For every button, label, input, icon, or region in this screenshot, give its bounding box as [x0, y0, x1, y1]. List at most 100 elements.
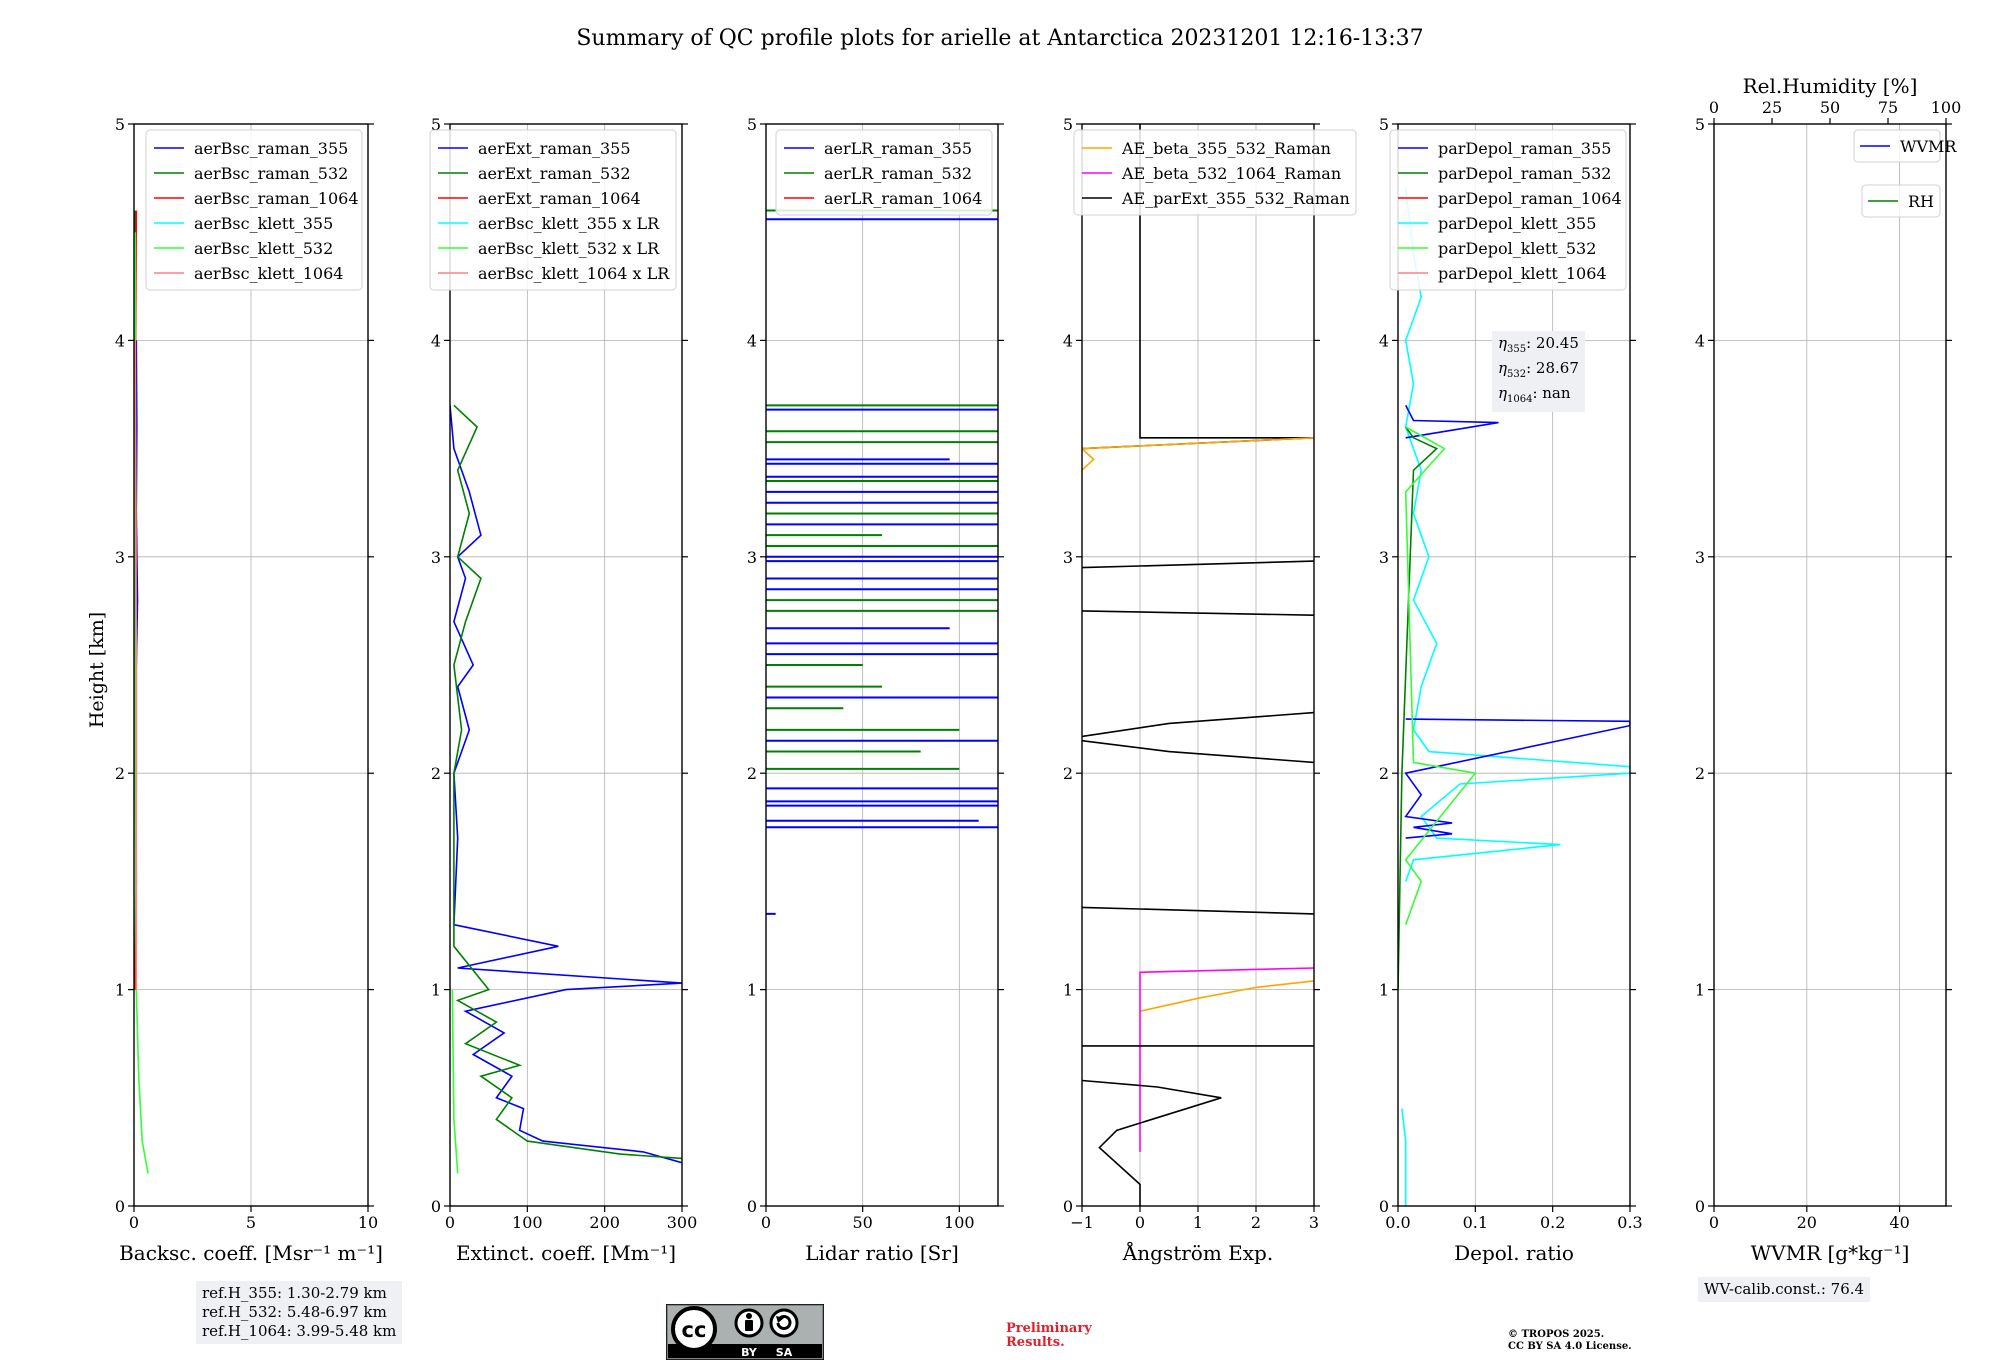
legend-box [1073, 129, 1357, 216]
y-tick-label: 2 [747, 764, 757, 783]
x-axis-label: Backsc. coeff. [Msr⁻¹ m⁻¹] [119, 1241, 383, 1265]
y-tick-label: 2 [431, 764, 441, 783]
legend-label: AE_beta_532_1064_Raman [1121, 164, 1341, 183]
panel-bsc: 0 5 10 0 1 2 3 4 5 Backsc. coeff. [Msr⁻¹ m⁻¹] aerB… [115, 115, 383, 1265]
panel-wv: 0 20 40 0 1 2 3 4 5 WVMR [g*kg⁻¹] 0 25 50 75 100 Rel.Hu… [1695, 74, 1961, 1265]
x-tick-label: 40 [1889, 1213, 1909, 1232]
legend-label: aerLR_raman_1064 [824, 189, 982, 208]
legend-label: aerBsc_klett_1064 x LR [478, 264, 670, 283]
x-tick-label: 100 [944, 1213, 975, 1232]
x-tick-label: 0 [129, 1213, 139, 1232]
x-axis-label: Depol. ratio [1454, 1241, 1574, 1265]
x-tick-label: 2 [1251, 1213, 1261, 1232]
legend-label: aerExt_raman_532 [478, 164, 631, 183]
x-tick-label: 5 [246, 1213, 256, 1232]
y-tick-label: 4 [1695, 331, 1705, 350]
series-line-AE_parExt_355_532_Raman [1082, 739, 1314, 764]
figure-title: Summary of QC profile plots for arielle … [576, 26, 1423, 51]
series-line-parDepol_klett_355 [1404, 188, 1630, 882]
x-tick-label: 0 [761, 1213, 771, 1232]
legend-label: aerBsc_raman_355 [194, 139, 348, 158]
legend-label: parDepol_raman_355 [1438, 139, 1611, 158]
series-group [134, 210, 149, 1174]
series-group [450, 404, 682, 1174]
x2-tick-label: 0 [1709, 98, 1719, 117]
axes-frame [449, 123, 683, 1207]
y-axis-label: Height [km] [86, 612, 108, 728]
series-line-parDepol_klett_532 [1404, 426, 1477, 925]
legend-label: parDepol_klett_355 [1438, 214, 1596, 233]
y-tick-label: 4 [1063, 331, 1073, 350]
series-line-parDepol_raman_532 [1398, 426, 1439, 990]
x-tick-label: 1 [1193, 1213, 1203, 1232]
series-line-parDepol_raman_355 [1404, 404, 1499, 439]
legend-label: aerLR_raman_355 [824, 139, 972, 158]
y-tick-label: 2 [1063, 764, 1073, 783]
ref-height-355: ref.H_355: 1.30-2.79 km [202, 1284, 387, 1302]
ref-height-532: ref.H_532: 5.48-6.97 km [202, 1303, 387, 1321]
preliminary-results-note: Preliminary Results. [1006, 1321, 1092, 1350]
series-line-aerBsc_klett_532 x LR [451, 989, 459, 1174]
y-tick-label: 1 [431, 981, 441, 1000]
legend-label: parDepol_klett_532 [1438, 239, 1596, 258]
series-line-AE_beta_355_532_Raman [1139, 980, 1314, 1012]
y-tick-label: 2 [1379, 764, 1389, 783]
y-tick-label: 3 [1695, 548, 1705, 567]
series-group [766, 209, 998, 915]
axes-frame [1713, 123, 1947, 1207]
x2-tick-label: 25 [1762, 98, 1782, 117]
cc-icon [671, 1306, 717, 1352]
y-tick-label: 1 [1379, 981, 1389, 1000]
y-tick-label: 5 [747, 115, 757, 134]
series-group [1082, 124, 1314, 1206]
legend-label: parDepol_klett_1064 [1438, 264, 1607, 283]
x-tick-label: 300 [667, 1213, 698, 1232]
legend-label: aerExt_raman_355 [478, 139, 631, 158]
x-tick-label: 0.3 [1617, 1213, 1642, 1232]
x-tick-label: 0.1 [1463, 1213, 1488, 1232]
y-tick-label: 0 [1063, 1197, 1073, 1216]
x2-tick-label: 50 [1820, 98, 1840, 117]
panel-lr: 0 50 100 0 1 2 3 4 5 Lidar ratio [Sr] aerLR_raman_… [747, 115, 1004, 1265]
y-tick-label: 4 [115, 331, 125, 350]
x-tick-label: 0 [1709, 1213, 1719, 1232]
x-tick-label: 10 [358, 1213, 378, 1232]
y-tick-label: 4 [1379, 331, 1389, 350]
series-line-AE_parExt_355_532_Raman [1082, 1079, 1222, 1206]
legend-label: WVMR [1900, 137, 1957, 156]
legend-box [145, 129, 363, 291]
legend-label: parDepol_raman_532 [1438, 164, 1611, 183]
svg-text:SA: SA [776, 1346, 793, 1359]
y-tick-label: 5 [1379, 115, 1389, 134]
panel-depol: 0.0 0.1 0.2 0.3 0 1 2 3 4 5 Depol. ratio parDepol_r… [1379, 115, 1643, 1265]
legend-label: aerBsc_klett_355 [194, 214, 333, 233]
share-alike-icon [769, 1308, 799, 1338]
cc-by-sa-license-logo: cc BY SA [666, 1304, 824, 1360]
legend-label: AE_parExt_355_532_Raman [1121, 189, 1350, 208]
ref-height-1064: ref.H_1064: 3.99-5.48 km [202, 1322, 397, 1340]
y-tick-label: 5 [115, 115, 125, 134]
legend-label: parDepol_raman_1064 [1438, 189, 1622, 208]
eta-1064: η1064: nan [1498, 384, 1571, 405]
y-tick-label: 3 [747, 548, 757, 567]
series-line-AE_beta_355_532_Raman [1082, 437, 1314, 471]
y-tick-label: 1 [1695, 981, 1705, 1000]
x-tick-label: 0 [1135, 1213, 1145, 1232]
y-tick-label: 3 [115, 548, 125, 567]
x-tick-label: −1 [1070, 1213, 1094, 1232]
axes-frame [765, 123, 999, 1207]
eta-box: η355: 20.45 η532: 28.67 η1064: nan [1492, 331, 1585, 412]
series-line-aerBsc_klett_1064 [134, 340, 138, 990]
svg-text:cc: cc [682, 1318, 707, 1342]
legend-entry-WVMR: WVMR [1853, 129, 1957, 163]
x2-axis-label: Rel.Humidity [%] [1743, 74, 1918, 98]
legend-label: aerBsc_klett_532 x LR [478, 239, 660, 258]
legend-label: aerBsc_klett_532 [194, 239, 333, 258]
y-tick-label: 0 [1695, 1197, 1705, 1216]
series-line-AE_parExt_355_532_Raman [1082, 906, 1314, 915]
series-line-aerExt_raman_532 [453, 404, 682, 1160]
y-tick-label: 0 [1379, 1197, 1389, 1216]
legend-label: AE_beta_355_532_Raman [1121, 139, 1331, 158]
